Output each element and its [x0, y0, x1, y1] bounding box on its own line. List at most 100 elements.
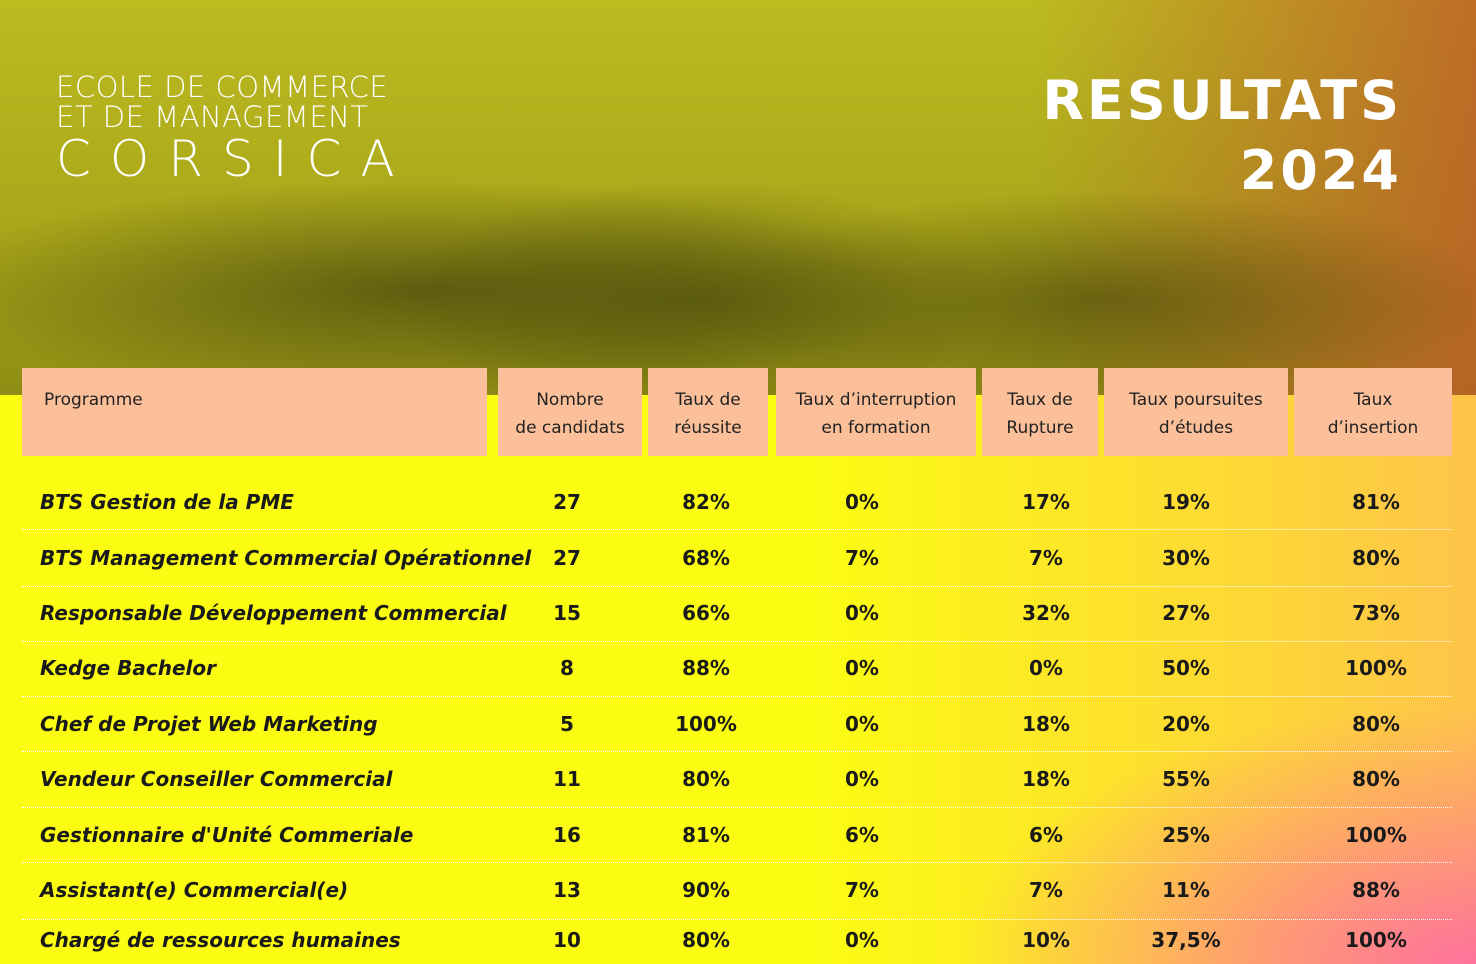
table-value: 0%: [845, 601, 879, 625]
table-value: 80%: [1352, 546, 1400, 570]
table-value: 7%: [845, 546, 879, 570]
header-cell: Taux de réussite: [648, 368, 768, 456]
table-value: 13: [553, 878, 581, 902]
header-line: d’insertion: [1327, 418, 1419, 438]
table-value: 81%: [1352, 490, 1400, 514]
program-name: Assistant(e) Commercial(e): [40, 878, 349, 902]
table-value: 37,5%: [1151, 928, 1221, 952]
header-line: de candidats: [515, 418, 625, 438]
table-value: 6%: [1029, 823, 1063, 847]
table-value: 16: [553, 823, 581, 847]
table-value: 6%: [845, 823, 879, 847]
header-line: en formation: [821, 418, 931, 438]
table-value: 32%: [1022, 601, 1070, 625]
program-name: Kedge Bachelor: [40, 656, 216, 680]
program-name: BTS Gestion de la PME: [40, 490, 294, 514]
table-value: 5: [560, 712, 574, 736]
table-value: 100%: [675, 712, 737, 736]
table-value: 0%: [845, 490, 879, 514]
table-value: 0%: [845, 928, 879, 952]
header-cell: Taux de Rupture: [982, 368, 1098, 456]
table-value: 82%: [682, 490, 730, 514]
table-value: 27: [553, 490, 581, 514]
table-value: 80%: [682, 767, 730, 791]
table-value: 11%: [1162, 878, 1210, 902]
row-separator: [22, 696, 1452, 697]
table-value: 100%: [1345, 928, 1407, 952]
table-value: 81%: [682, 823, 730, 847]
row-separator: [22, 586, 1452, 587]
table-value: 0%: [845, 656, 879, 680]
program-name: Chargé de ressources humaines: [40, 928, 401, 952]
row-separator: [22, 919, 1452, 920]
table-value: 80%: [682, 928, 730, 952]
table-value: 90%: [682, 878, 730, 902]
table-value: 80%: [1352, 767, 1400, 791]
program-name: Chef de Projet Web Marketing: [40, 712, 378, 736]
table-value: 17%: [1022, 490, 1070, 514]
table-value: 27: [553, 546, 581, 570]
header-line: Rupture: [1006, 418, 1074, 438]
table-value: 27%: [1162, 601, 1210, 625]
table-value: 50%: [1162, 656, 1210, 680]
table-value: 68%: [682, 546, 730, 570]
row-separator: [22, 807, 1452, 808]
program-name: Vendeur Conseiller Commercial: [40, 767, 393, 791]
table-value: 7%: [1029, 878, 1063, 902]
table-value: 10: [553, 928, 581, 952]
logo-line: ET DE MANAGEMENT: [56, 100, 369, 134]
header-line: Taux de: [675, 390, 741, 410]
header-line: Programme: [44, 390, 143, 410]
table-value: 73%: [1352, 601, 1400, 625]
header-cell: Taux d’insertion: [1294, 368, 1452, 456]
header-cell: Nombre de candidats: [498, 368, 642, 456]
header-line: Taux d’interruption: [795, 390, 957, 410]
table-value: 18%: [1022, 712, 1070, 736]
table-value: 80%: [1352, 712, 1400, 736]
logo: ECOLE DE COMMERCE ET DE MANAGEMENT CORSI…: [56, 72, 414, 186]
logo-line: ECOLE DE COMMERCE: [56, 70, 389, 104]
row-separator: [22, 751, 1452, 752]
header-photo: [0, 0, 1476, 395]
table-value: 66%: [682, 601, 730, 625]
header-line: Nombre: [536, 390, 604, 410]
row-separator: [22, 529, 1452, 530]
program-name: BTS Management Commercial Opérationnel: [40, 546, 532, 570]
logo-brand: CORSICA: [56, 130, 414, 188]
row-separator: [22, 862, 1452, 863]
table-value: 8: [560, 656, 574, 680]
program-name: Responsable Développement Commercial: [40, 601, 507, 625]
table-value: 88%: [682, 656, 730, 680]
header-line: Taux poursuites: [1129, 390, 1263, 410]
header-line: d’études: [1158, 418, 1234, 438]
table-value: 25%: [1162, 823, 1210, 847]
table-value: 10%: [1022, 928, 1070, 952]
table-value: 100%: [1345, 823, 1407, 847]
table-value: 7%: [1029, 546, 1063, 570]
header-line: Taux de: [1007, 390, 1073, 410]
title-line: RESULTATS: [1042, 69, 1402, 132]
program-name: Gestionnaire d'Unité Commeriale: [40, 823, 414, 847]
table-value: 19%: [1162, 490, 1210, 514]
table-value: 0%: [1029, 656, 1063, 680]
table-value: 15: [553, 601, 581, 625]
row-separator: [22, 641, 1452, 642]
header-line: réussite: [674, 418, 742, 438]
header-line: Taux: [1353, 390, 1393, 410]
title-line: 2024: [1239, 139, 1402, 202]
table-value: 0%: [845, 712, 879, 736]
table-value: 18%: [1022, 767, 1070, 791]
header-cell: Programme: [22, 368, 487, 456]
table-value: 100%: [1345, 656, 1407, 680]
table-value: 88%: [1352, 878, 1400, 902]
table-value: 30%: [1162, 546, 1210, 570]
table-value: 20%: [1162, 712, 1210, 736]
table-value: 7%: [845, 878, 879, 902]
table-value: 55%: [1162, 767, 1210, 791]
header-cell: Taux poursuites d’études: [1104, 368, 1288, 456]
header-cell: Taux d’interruption en formation: [776, 368, 976, 456]
table-value: 0%: [845, 767, 879, 791]
title: RESULTATS 2024: [1042, 66, 1402, 206]
table-value: 11: [553, 767, 581, 791]
